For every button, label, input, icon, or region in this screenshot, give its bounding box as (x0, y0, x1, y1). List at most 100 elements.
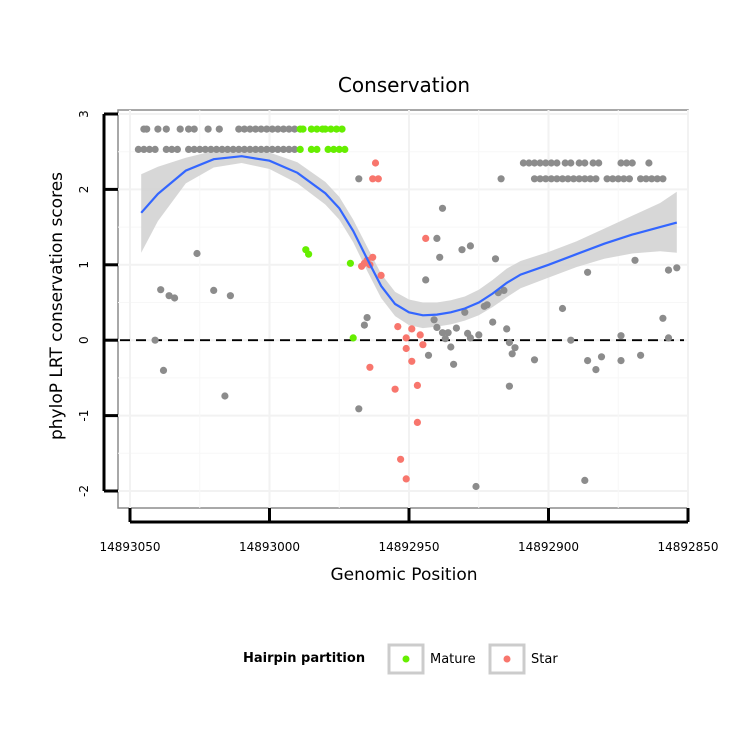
x-tick-label: 14892950 (378, 540, 439, 554)
point-star (402, 344, 410, 353)
point-other (603, 175, 611, 183)
point-star (402, 334, 410, 342)
point-other (134, 145, 142, 153)
point-other (151, 145, 159, 153)
point-other (240, 145, 248, 153)
point-other (614, 175, 622, 183)
point-other (597, 353, 606, 361)
point-other (143, 125, 151, 133)
point-other (235, 145, 243, 153)
point-star (416, 331, 424, 339)
point-star (377, 271, 385, 279)
point-other (530, 175, 539, 183)
point-other (450, 360, 458, 368)
point-other (617, 159, 625, 167)
point-other (162, 145, 170, 153)
point-other (257, 125, 265, 133)
point-other (483, 301, 491, 309)
point-other (500, 286, 508, 294)
point-other (140, 145, 148, 153)
x-tick-label: 14893000 (239, 540, 300, 554)
point-other (436, 253, 444, 261)
point-other (561, 159, 569, 167)
point-other (185, 125, 193, 133)
point-other (204, 125, 212, 133)
point-mature (327, 125, 335, 133)
point-other (168, 145, 176, 153)
smooth-trend-line (140, 155, 678, 317)
point-star (394, 323, 402, 331)
x-tick-label: 14893050 (99, 540, 160, 554)
point-other (165, 292, 173, 300)
chart-title: Conservation (338, 73, 470, 97)
legend-marker-star (503, 655, 511, 663)
point-other (452, 324, 460, 332)
point-mature (346, 259, 354, 267)
point-other (659, 175, 667, 183)
y-tick-label: 2 (77, 186, 91, 194)
point-other (659, 314, 667, 322)
point-other (542, 159, 550, 167)
point-other (279, 145, 288, 153)
point-star (374, 175, 382, 183)
point-other (645, 159, 653, 167)
point-other (505, 382, 513, 390)
point-star (369, 175, 377, 183)
legend: Hairpin partition Mature Star (243, 643, 558, 675)
point-other (595, 159, 603, 167)
point-other (355, 405, 363, 413)
point-other (461, 308, 469, 316)
point-star (413, 381, 421, 389)
point-other (519, 159, 528, 167)
point-other (263, 125, 271, 133)
y-tick-label: 3 (77, 110, 91, 118)
point-other (285, 125, 293, 133)
point-other (274, 145, 282, 153)
point-other (466, 242, 474, 250)
point-mature (296, 145, 304, 153)
point-other (553, 175, 561, 183)
point-other (291, 125, 299, 133)
point-other (628, 159, 636, 167)
x-axis-title: Genomic Position (330, 565, 477, 585)
y-tick-label: 1 (77, 261, 91, 269)
point-other (584, 357, 592, 365)
point-other (609, 175, 617, 183)
point-other (246, 145, 254, 153)
legend-label-mature: Mature (430, 652, 476, 667)
point-other (491, 255, 500, 263)
point-other (567, 336, 575, 344)
point-mature (307, 145, 315, 153)
point-star (408, 325, 416, 333)
point-other (212, 145, 221, 153)
point-mature (313, 145, 321, 153)
point-other (154, 125, 162, 133)
point-other (589, 159, 597, 167)
x-tick-label: 14892900 (518, 540, 579, 554)
point-other (252, 145, 260, 153)
point-other (458, 246, 466, 254)
point-mature (338, 125, 346, 133)
point-other (547, 159, 555, 167)
point-other (530, 159, 539, 167)
point-other (567, 159, 575, 167)
point-other (229, 145, 237, 153)
point-other (285, 145, 293, 153)
point-star (358, 262, 366, 270)
point-star (419, 341, 427, 349)
point-other (441, 335, 449, 343)
point-other (145, 145, 154, 153)
point-other (363, 314, 371, 322)
point-star (413, 418, 421, 426)
point-star (408, 357, 416, 365)
point-other (592, 366, 600, 374)
point-other (201, 145, 209, 153)
point-star (402, 475, 410, 483)
point-other (664, 334, 673, 342)
point-mature (349, 334, 357, 342)
point-other (268, 125, 276, 133)
point-other (433, 323, 441, 331)
point-other (642, 175, 650, 183)
point-star (366, 363, 374, 371)
point-mature (313, 125, 321, 133)
